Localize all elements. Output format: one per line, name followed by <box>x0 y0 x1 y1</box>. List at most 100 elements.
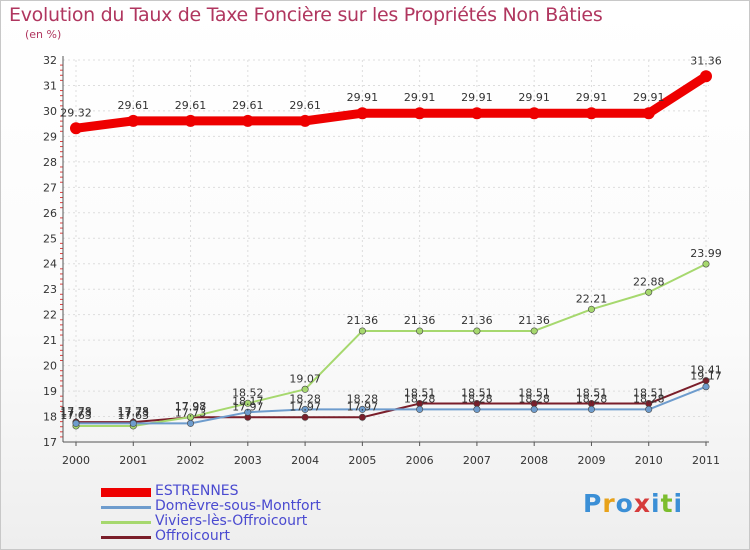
data-point <box>299 114 312 127</box>
data-label: 19.41 <box>690 364 722 377</box>
data-label: 18.28 <box>289 392 321 405</box>
data-point <box>473 405 481 413</box>
logo-letter: x <box>633 489 651 518</box>
series-line-3 <box>75 379 707 424</box>
data-label: 22.88 <box>633 275 665 288</box>
data-label: 29.61 <box>232 99 264 112</box>
data-point <box>356 107 369 120</box>
data-point <box>530 405 538 413</box>
data-point <box>184 114 197 127</box>
chart-title: Evolution du Taux de Taxe Foncière sur l… <box>9 4 603 26</box>
data-label: 17.78 <box>60 405 92 418</box>
data-label: 19.07 <box>289 372 321 385</box>
data-label: 18.28 <box>461 392 493 405</box>
data-label: 18.28 <box>518 392 550 405</box>
data-point <box>416 327 424 335</box>
y-tick-label: 30 <box>43 105 57 118</box>
y-tick-label: 21 <box>43 334 57 347</box>
legend-label: ESTRENNES <box>155 483 239 499</box>
data-point <box>70 122 82 135</box>
y-tick-label: 20 <box>43 360 57 373</box>
y-tick-label: 29 <box>43 130 57 143</box>
data-point <box>473 327 481 335</box>
axes: 17 18 19 20 21 22 23 24 25 26 27 28 29 30 31 32 2000 2001… <box>43 54 720 467</box>
y-tick-label: 32 <box>43 54 57 67</box>
data-point <box>127 114 140 127</box>
x-tick-label: 2004 <box>291 454 319 467</box>
data-label: 21.36 <box>347 314 379 327</box>
data-point <box>642 107 655 120</box>
logo-letter: o <box>615 489 634 518</box>
data-label: 29.61 <box>289 99 321 112</box>
logo-letter: i <box>673 489 684 518</box>
x-tick-label: 2009 <box>577 454 605 467</box>
data-label: 18.28 <box>633 392 665 405</box>
data-point <box>301 405 309 413</box>
data-label: 17.63 <box>60 409 92 422</box>
y-tick-label: 23 <box>43 283 57 296</box>
data-label: 17.73 <box>118 406 150 419</box>
data-label: 22.21 <box>576 292 608 305</box>
data-point <box>72 419 80 427</box>
data-label: 18.51 <box>518 387 550 400</box>
y-tick-label: 27 <box>43 181 57 194</box>
data-point <box>587 405 595 413</box>
legend-swatch <box>101 521 151 524</box>
legend-label: Viviers-lès-Offroicourt <box>155 513 308 529</box>
data-point <box>700 70 712 83</box>
data-point <box>358 327 366 335</box>
data-label: 18.28 <box>576 392 608 405</box>
grid <box>63 59 709 443</box>
data-label: 17.98 <box>175 400 207 413</box>
data-point <box>301 385 309 393</box>
data-label: 29.61 <box>118 99 150 112</box>
data-label: 17.97 <box>175 400 207 413</box>
series-line-1 <box>75 385 707 425</box>
data-label: 18.51 <box>461 387 493 400</box>
logo-letter: r <box>602 489 616 518</box>
data-label: 29.91 <box>576 91 608 104</box>
data-point <box>244 408 252 416</box>
logo-letter: t <box>660 489 674 518</box>
x-tick-label: 2000 <box>62 454 90 467</box>
x-tick-label: 2003 <box>234 454 262 467</box>
data-label: 17.97 <box>289 400 321 413</box>
unit-label: (en %) <box>25 28 62 41</box>
data-point <box>645 405 653 413</box>
data-label: 17.78 <box>118 405 150 418</box>
data-point <box>129 419 137 427</box>
legend-swatch <box>101 536 151 539</box>
legend-label: Offroicourt <box>155 528 230 544</box>
y-tick-label: 28 <box>43 156 57 169</box>
y-tick-label: 31 <box>43 79 57 92</box>
data-label: 21.36 <box>461 314 493 327</box>
series-line-0 <box>71 71 711 133</box>
data-point <box>528 107 541 120</box>
data-point <box>585 107 598 120</box>
legend-label: Domèvre-sous-Montfort <box>155 498 321 514</box>
logo-letter: P <box>583 489 603 518</box>
y-tick-label: 17 <box>43 436 57 449</box>
y-tick-label: 26 <box>43 207 57 220</box>
y-tick-label: 19 <box>43 385 57 398</box>
data-point <box>413 107 426 120</box>
data-label: 17.73 <box>60 406 92 419</box>
data-label: 18.51 <box>633 387 665 400</box>
data-label: 29.61 <box>175 99 207 112</box>
data-label: 29.91 <box>347 91 379 104</box>
data-label: 18.28 <box>404 392 436 405</box>
y-tick-label: 22 <box>43 309 57 322</box>
data-point <box>702 260 710 268</box>
data-point <box>645 288 653 296</box>
data-labels: 29.32 29.61 29.61 29.61 29.61 29.91 29.91 29.91… <box>60 54 722 422</box>
data-point <box>301 413 309 421</box>
data-point <box>702 383 710 391</box>
data-point <box>187 419 195 427</box>
y-tick-label: 24 <box>43 258 57 271</box>
data-label: 18.17 <box>232 395 264 408</box>
data-label: 29.91 <box>404 91 436 104</box>
series-line-2 <box>75 262 707 427</box>
data-point <box>530 327 538 335</box>
legend-swatch <box>101 506 151 509</box>
